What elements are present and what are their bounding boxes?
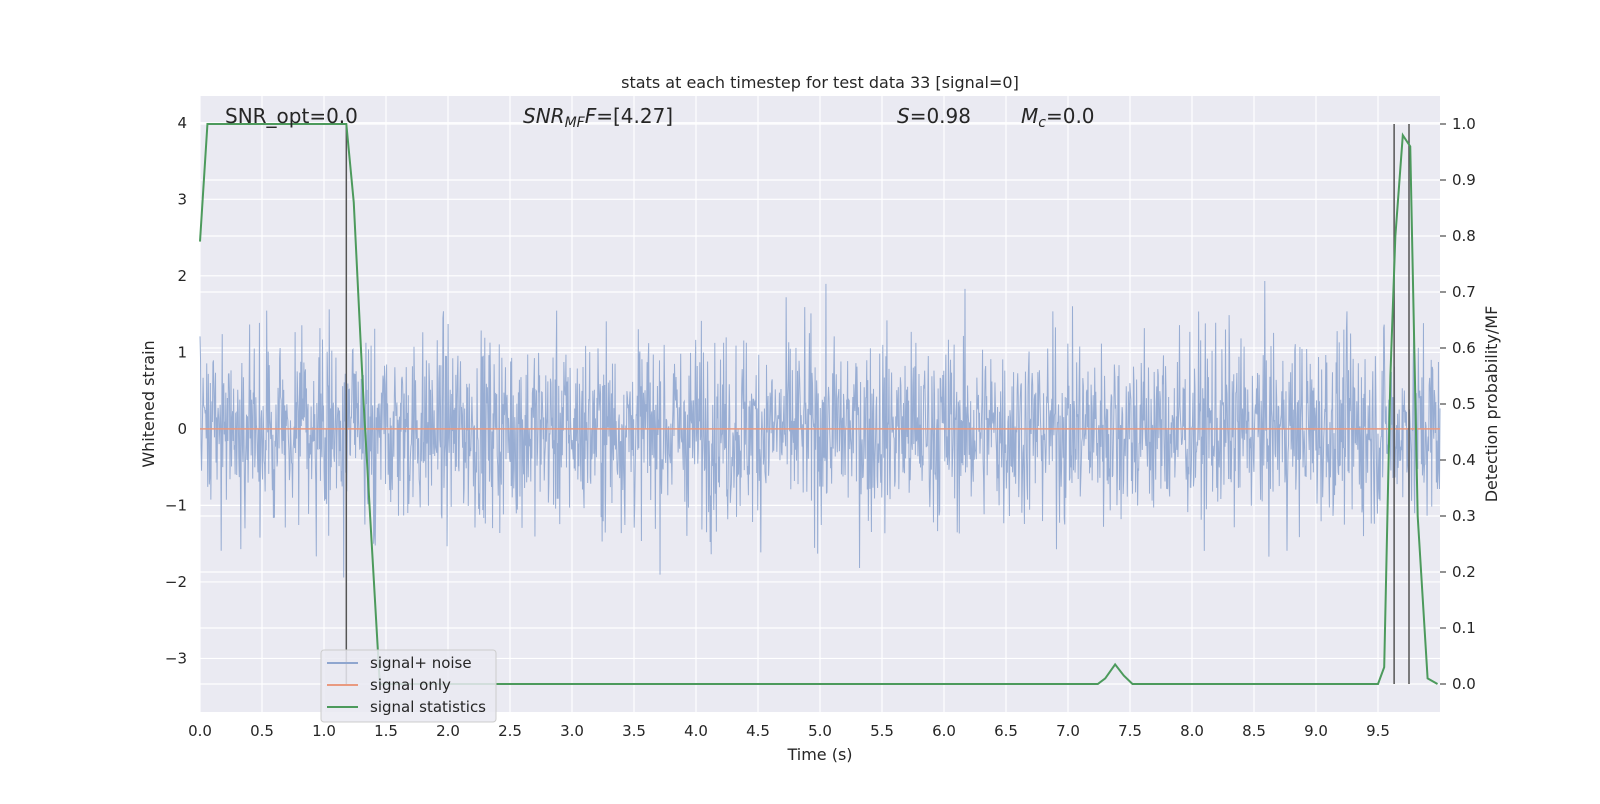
y-ticks-right: 1.0 0.9 0.8 0.7 0.6 0.5 0.4 0.3 0.2 0.1 0.0 [1440,115,1476,693]
signal-noise-series [199,280,1441,578]
x-tick-label: 6.0 [932,722,956,740]
x-tick-label: 6.5 [994,722,1018,740]
y-tick-label-left: 4 [177,114,187,132]
x-tick-label: 2.5 [498,722,522,740]
x-tick-label: 9.5 [1366,722,1390,740]
legend-label-signal-statistics: signal statistics [370,698,486,716]
y-tick-label-right: 0.8 [1452,227,1476,245]
y-tick-label-left: 0 [177,420,187,438]
y-tick-label-left: −1 [165,496,187,514]
annotation-s: S=0.98 [897,104,971,128]
x-tick-label: 1.5 [374,722,398,740]
signal-statistics-line [199,123,1439,685]
y-axis-label-left: Whitened strain [139,340,158,467]
x-tick-label: 0.0 [188,722,212,740]
x-tick-label: 0.5 [250,722,274,740]
x-ticks: 0.0 0.5 1.0 1.5 2.0 2.5 3.0 3.5 4.0 4.5 5.0 5.5 6.0 6… [188,722,1390,740]
annotation-mc: Mc=0.0 [1021,104,1095,131]
y-tick-label-left: −3 [165,649,187,667]
y-tick-label-left: −2 [165,573,187,591]
x-tick-label: 2.0 [436,722,460,740]
x-tick-label: 5.5 [870,722,894,740]
y-tick-label-right: 0.4 [1452,451,1476,469]
x-tick-label: 5.0 [808,722,832,740]
annotation-snr-mf: SNRMFF=[4.27] [523,104,673,131]
y-tick-label-right: 0.3 [1452,507,1476,525]
x-tick-label: 3.0 [560,722,584,740]
x-tick-label: 4.0 [684,722,708,740]
x-tick-label: 8.0 [1180,722,1204,740]
y-tick-label-right: 0.9 [1452,171,1476,189]
y-tick-label-right: 0.7 [1452,283,1476,301]
y-tick-label-right: 0.6 [1452,339,1476,357]
y-tick-label-left: 3 [177,190,187,208]
x-axis-label: Time (s) [786,745,852,764]
chart-title: stats at each timestep for test data 33 … [621,73,1019,92]
legend-box [320,649,497,723]
y-tick-label-left: 1 [177,343,187,361]
x-tick-label: 1.0 [312,722,336,740]
signal-statistics-series [199,123,1439,685]
legend-label-signal-only: signal only [370,676,451,694]
y-ticks-left: 4 3 2 1 0 −1 −2 −3 [165,114,187,668]
vertical-lines [345,124,1410,684]
signal-noise-line [199,280,1441,578]
legend-label-signal-noise: signal+ noise [370,654,472,672]
y-tick-label-right: 0.5 [1452,395,1476,413]
x-tick-label: 9.0 [1304,722,1328,740]
legend: signal+ noise signal only signal statist… [320,649,497,723]
y-tick-label-right: 0.1 [1452,619,1476,637]
x-tick-label: 8.5 [1242,722,1266,740]
y-axis-label-right: Detection probability/MF [1482,306,1501,503]
y-tick-label-right: 0.2 [1452,563,1476,581]
y-tick-label-right: 0.0 [1452,675,1476,693]
x-tick-label: 7.0 [1056,722,1080,740]
x-tick-label: 3.5 [622,722,646,740]
y-tick-label-left: 2 [177,267,187,285]
x-tick-label: 7.5 [1118,722,1142,740]
y-tick-label-right: 1.0 [1452,115,1476,133]
x-tick-label: 4.5 [746,722,770,740]
annotation-snr-opt: SNR_opt=0.0 [225,104,358,128]
